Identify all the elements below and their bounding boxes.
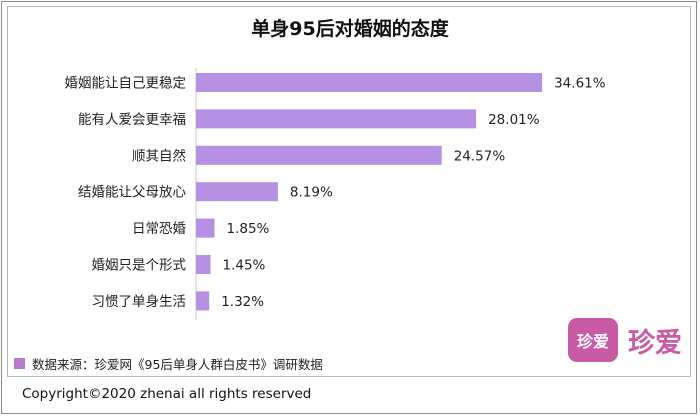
category-label: 结婚能让父母放心 [78, 185, 186, 201]
category-label: 顺其自然 [132, 147, 186, 164]
value-label: 1.85% [227, 221, 270, 237]
bar [196, 109, 477, 129]
bar [196, 73, 543, 92]
bar [196, 218, 215, 238]
value-label: 34.61% [554, 76, 606, 92]
category-label: 能有人爱会更幸福 [78, 112, 186, 128]
category-label: 习惯了单身生活 [92, 293, 187, 310]
bar [196, 145, 442, 165]
zhenai-logo-text: 珍爱 [628, 327, 682, 359]
value-label: 24.57% [454, 148, 506, 164]
category-label: 婚姻只是个形式 [92, 258, 187, 274]
legend-swatch [14, 358, 25, 369]
value-label: 1.32% [221, 294, 264, 310]
chart-title: 单身95后对婚姻的态度 [251, 18, 449, 40]
zhenai-logo: 珍爱 珍爱 [568, 318, 682, 362]
bar [196, 182, 278, 202]
zhenai-logo-icon: 珍爱 [568, 318, 618, 362]
value-label: 1.45% [223, 258, 266, 274]
category-label: 婚姻能让自己更稳定 [65, 76, 187, 92]
bar [196, 255, 211, 274]
value-label: 8.19% [290, 185, 333, 201]
copyright-text: Copyright©2020 zhenai all rights reserve… [22, 386, 312, 402]
data-source-legend: 数据来源：珍爱网《95后单身人群白皮书》调研数据 [14, 354, 323, 373]
bar [196, 291, 210, 311]
chart-card [7, 6, 691, 377]
category-label: 日常恐婚 [132, 221, 186, 237]
data-source-text: 数据来源：珍爱网《95后单身人群白皮书》调研数据 [32, 357, 323, 372]
value-label: 28.01% [488, 112, 540, 128]
